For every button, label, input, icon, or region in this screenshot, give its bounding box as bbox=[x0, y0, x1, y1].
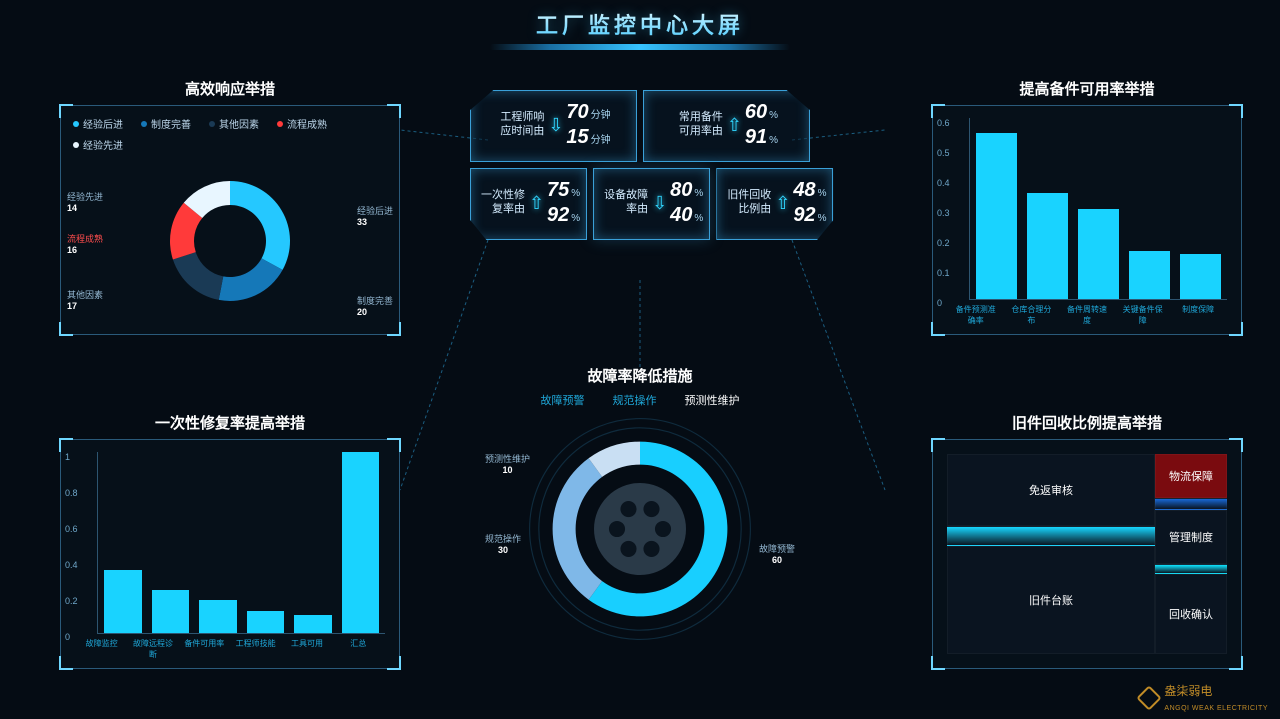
bar-chart-first-fix: 00.20.40.60.81 故障监控故障远程诊断备件可用率工程师技能工具可用汇… bbox=[61, 440, 399, 668]
brand-icon bbox=[1137, 685, 1162, 710]
brand-name: 盎柒弱电 bbox=[1164, 684, 1212, 698]
kpi-cell-recycle-rate: 旧件回收比例由 ⇧ 48% 92% bbox=[716, 168, 833, 240]
bar-x-label: 故障远程诊断 bbox=[132, 638, 173, 660]
callout-exp-adv: 经验先进14 bbox=[67, 192, 103, 214]
page-header: 工厂监控中心大屏 bbox=[490, 8, 790, 50]
legend-item: 经验先进 bbox=[73, 137, 123, 152]
panel-title-first-fix: 一次性修复率提高举措 bbox=[60, 412, 400, 433]
donut-chart: 经验先进14 流程成熟16 其他因素17 经验后进33 制度完善20 bbox=[61, 156, 399, 326]
panel-title-response: 高效响应举措 bbox=[60, 78, 400, 99]
callout-process: 流程成熟16 bbox=[67, 234, 103, 256]
bar-x-label: 关键备件保障 bbox=[1120, 304, 1166, 326]
bar-x-label: 制度保障 bbox=[1175, 304, 1221, 326]
kpi-cell-spare-availability: 常用备件可用率由 ⇧ 60% 91% bbox=[643, 90, 810, 162]
callout-exp-lag: 经验后进33 bbox=[357, 206, 393, 228]
bar bbox=[1027, 193, 1068, 299]
bar-x-label: 汇总 bbox=[338, 638, 379, 660]
arrow-down-icon: ⇩ bbox=[548, 115, 562, 136]
kpi-label: 设备故障率由 bbox=[600, 189, 648, 217]
legend-item: 经验后进 bbox=[73, 116, 123, 131]
panel-failure-reduction: 故障率降低措施 故障预警 规范操作 预测性维护 预测性维护10 规范操作30 故… bbox=[490, 365, 790, 644]
kpi-label: 旧件回收比例由 bbox=[723, 189, 771, 217]
brand-footer: 盎柒弱电 ANGQI WEAK ELECTRICITY bbox=[1140, 682, 1268, 713]
kpi-cell-failure-rate: 设备故障率由 ⇩ 80% 40% bbox=[593, 168, 710, 240]
bar bbox=[976, 133, 1017, 299]
tree-segment: 免返审核 bbox=[947, 454, 1155, 526]
kpi-cell-first-fix: 一次性修复率由 ⇧ 75% 92% bbox=[470, 168, 587, 240]
title-underline bbox=[490, 44, 790, 50]
bar-x-label: 故障监控 bbox=[81, 638, 122, 660]
tree-segment: 回收确认 bbox=[1155, 574, 1227, 654]
bar bbox=[1180, 254, 1221, 299]
bar-chart-availability: 00.10.20.30.40.50.6 备件预测准确率仓库合理分布备件周转速度关… bbox=[933, 106, 1241, 334]
bar-x-label: 备件周转速度 bbox=[1064, 304, 1110, 326]
callout-predictive: 预测性维护10 bbox=[485, 454, 530, 476]
bar bbox=[199, 600, 237, 633]
bar-x-label: 工具可用 bbox=[286, 638, 327, 660]
tree-segment bbox=[947, 526, 1155, 546]
bar-x-label: 备件可用率 bbox=[184, 638, 225, 660]
tab-alert[interactable]: 故障预警 bbox=[541, 392, 585, 408]
legend-item: 制度完善 bbox=[141, 116, 191, 131]
panel-frame: 经验后进 制度完善 其他因素 流程成熟经验先进 经验先进14 流程成熟16 其他因素1… bbox=[60, 105, 400, 335]
treemap-recycle: 免返审核旧件台账 物流保障管理制度回收确认 bbox=[947, 454, 1227, 654]
panel-frame: 免返审核旧件台账 物流保障管理制度回收确认 bbox=[932, 439, 1242, 669]
legend-item: 流程成熟 bbox=[277, 116, 327, 131]
tab-predictive[interactable]: 预测性维护 bbox=[685, 392, 740, 408]
tree-segment bbox=[1155, 564, 1227, 574]
arrow-up-icon: ⇧ bbox=[529, 193, 543, 214]
panel-title-recycle: 旧件回收比例提高举措 bbox=[932, 412, 1242, 433]
kpi-label: 一次性修复率由 bbox=[477, 189, 525, 217]
kpi-hexagon: 工程师响应时间由 ⇩ 70分钟 15分钟 常用备件可用率由 ⇧ 60% 91% … bbox=[470, 90, 810, 240]
kpi-label: 常用备件可用率由 bbox=[675, 111, 723, 139]
page-title: 工厂监控中心大屏 bbox=[490, 8, 790, 40]
kpi-label: 工程师响应时间由 bbox=[496, 111, 544, 139]
donut-legend: 经验后进 制度完善 其他因素 流程成熟经验先进 bbox=[61, 106, 399, 156]
callout-standard: 规范操作30 bbox=[485, 534, 521, 556]
arrow-up-icon: ⇧ bbox=[727, 115, 741, 136]
arrow-up-icon: ⇧ bbox=[775, 193, 789, 214]
panel-frame: 00.20.40.60.81 故障监控故障远程诊断备件可用率工程师技能工具可用汇… bbox=[60, 439, 400, 669]
bar-x-label: 备件预测准确率 bbox=[953, 304, 999, 326]
legend-item: 其他因素 bbox=[209, 116, 259, 131]
arrow-down-icon: ⇩ bbox=[652, 193, 666, 214]
tab-standard[interactable]: 规范操作 bbox=[613, 392, 657, 408]
callout-system: 制度完善20 bbox=[357, 296, 393, 318]
bar-x-label: 仓库合理分布 bbox=[1009, 304, 1055, 326]
brand-sub: ANGQI WEAK ELECTRICITY bbox=[1164, 705, 1268, 712]
bar bbox=[294, 615, 332, 633]
panel-title-failure: 故障率降低措施 bbox=[490, 365, 790, 386]
tree-segment: 物流保障 bbox=[1155, 454, 1227, 498]
radial-chart: 预测性维护10 规范操作30 故障预警60 bbox=[525, 414, 755, 644]
bar bbox=[1129, 251, 1170, 299]
cb-tabs: 故障预警 规范操作 预测性维护 bbox=[490, 392, 790, 408]
callout-alert: 故障预警60 bbox=[759, 544, 795, 566]
callout-other: 其他因素17 bbox=[67, 290, 103, 312]
bar bbox=[152, 590, 190, 633]
bar-x-label: 工程师技能 bbox=[235, 638, 276, 660]
bar bbox=[1078, 209, 1119, 300]
tree-segment bbox=[1155, 498, 1227, 510]
tree-segment: 管理制度 bbox=[1155, 510, 1227, 564]
tree-segment: 旧件台账 bbox=[947, 546, 1155, 654]
kpi-cell-response-time: 工程师响应时间由 ⇩ 70分钟 15分钟 bbox=[470, 90, 637, 162]
panel-frame: 00.10.20.30.40.50.6 备件预测准确率仓库合理分布备件周转速度关… bbox=[932, 105, 1242, 335]
bar bbox=[104, 570, 142, 633]
bar bbox=[247, 611, 285, 633]
panel-title-availability: 提高备件可用率举措 bbox=[932, 78, 1242, 99]
bar bbox=[342, 452, 380, 633]
